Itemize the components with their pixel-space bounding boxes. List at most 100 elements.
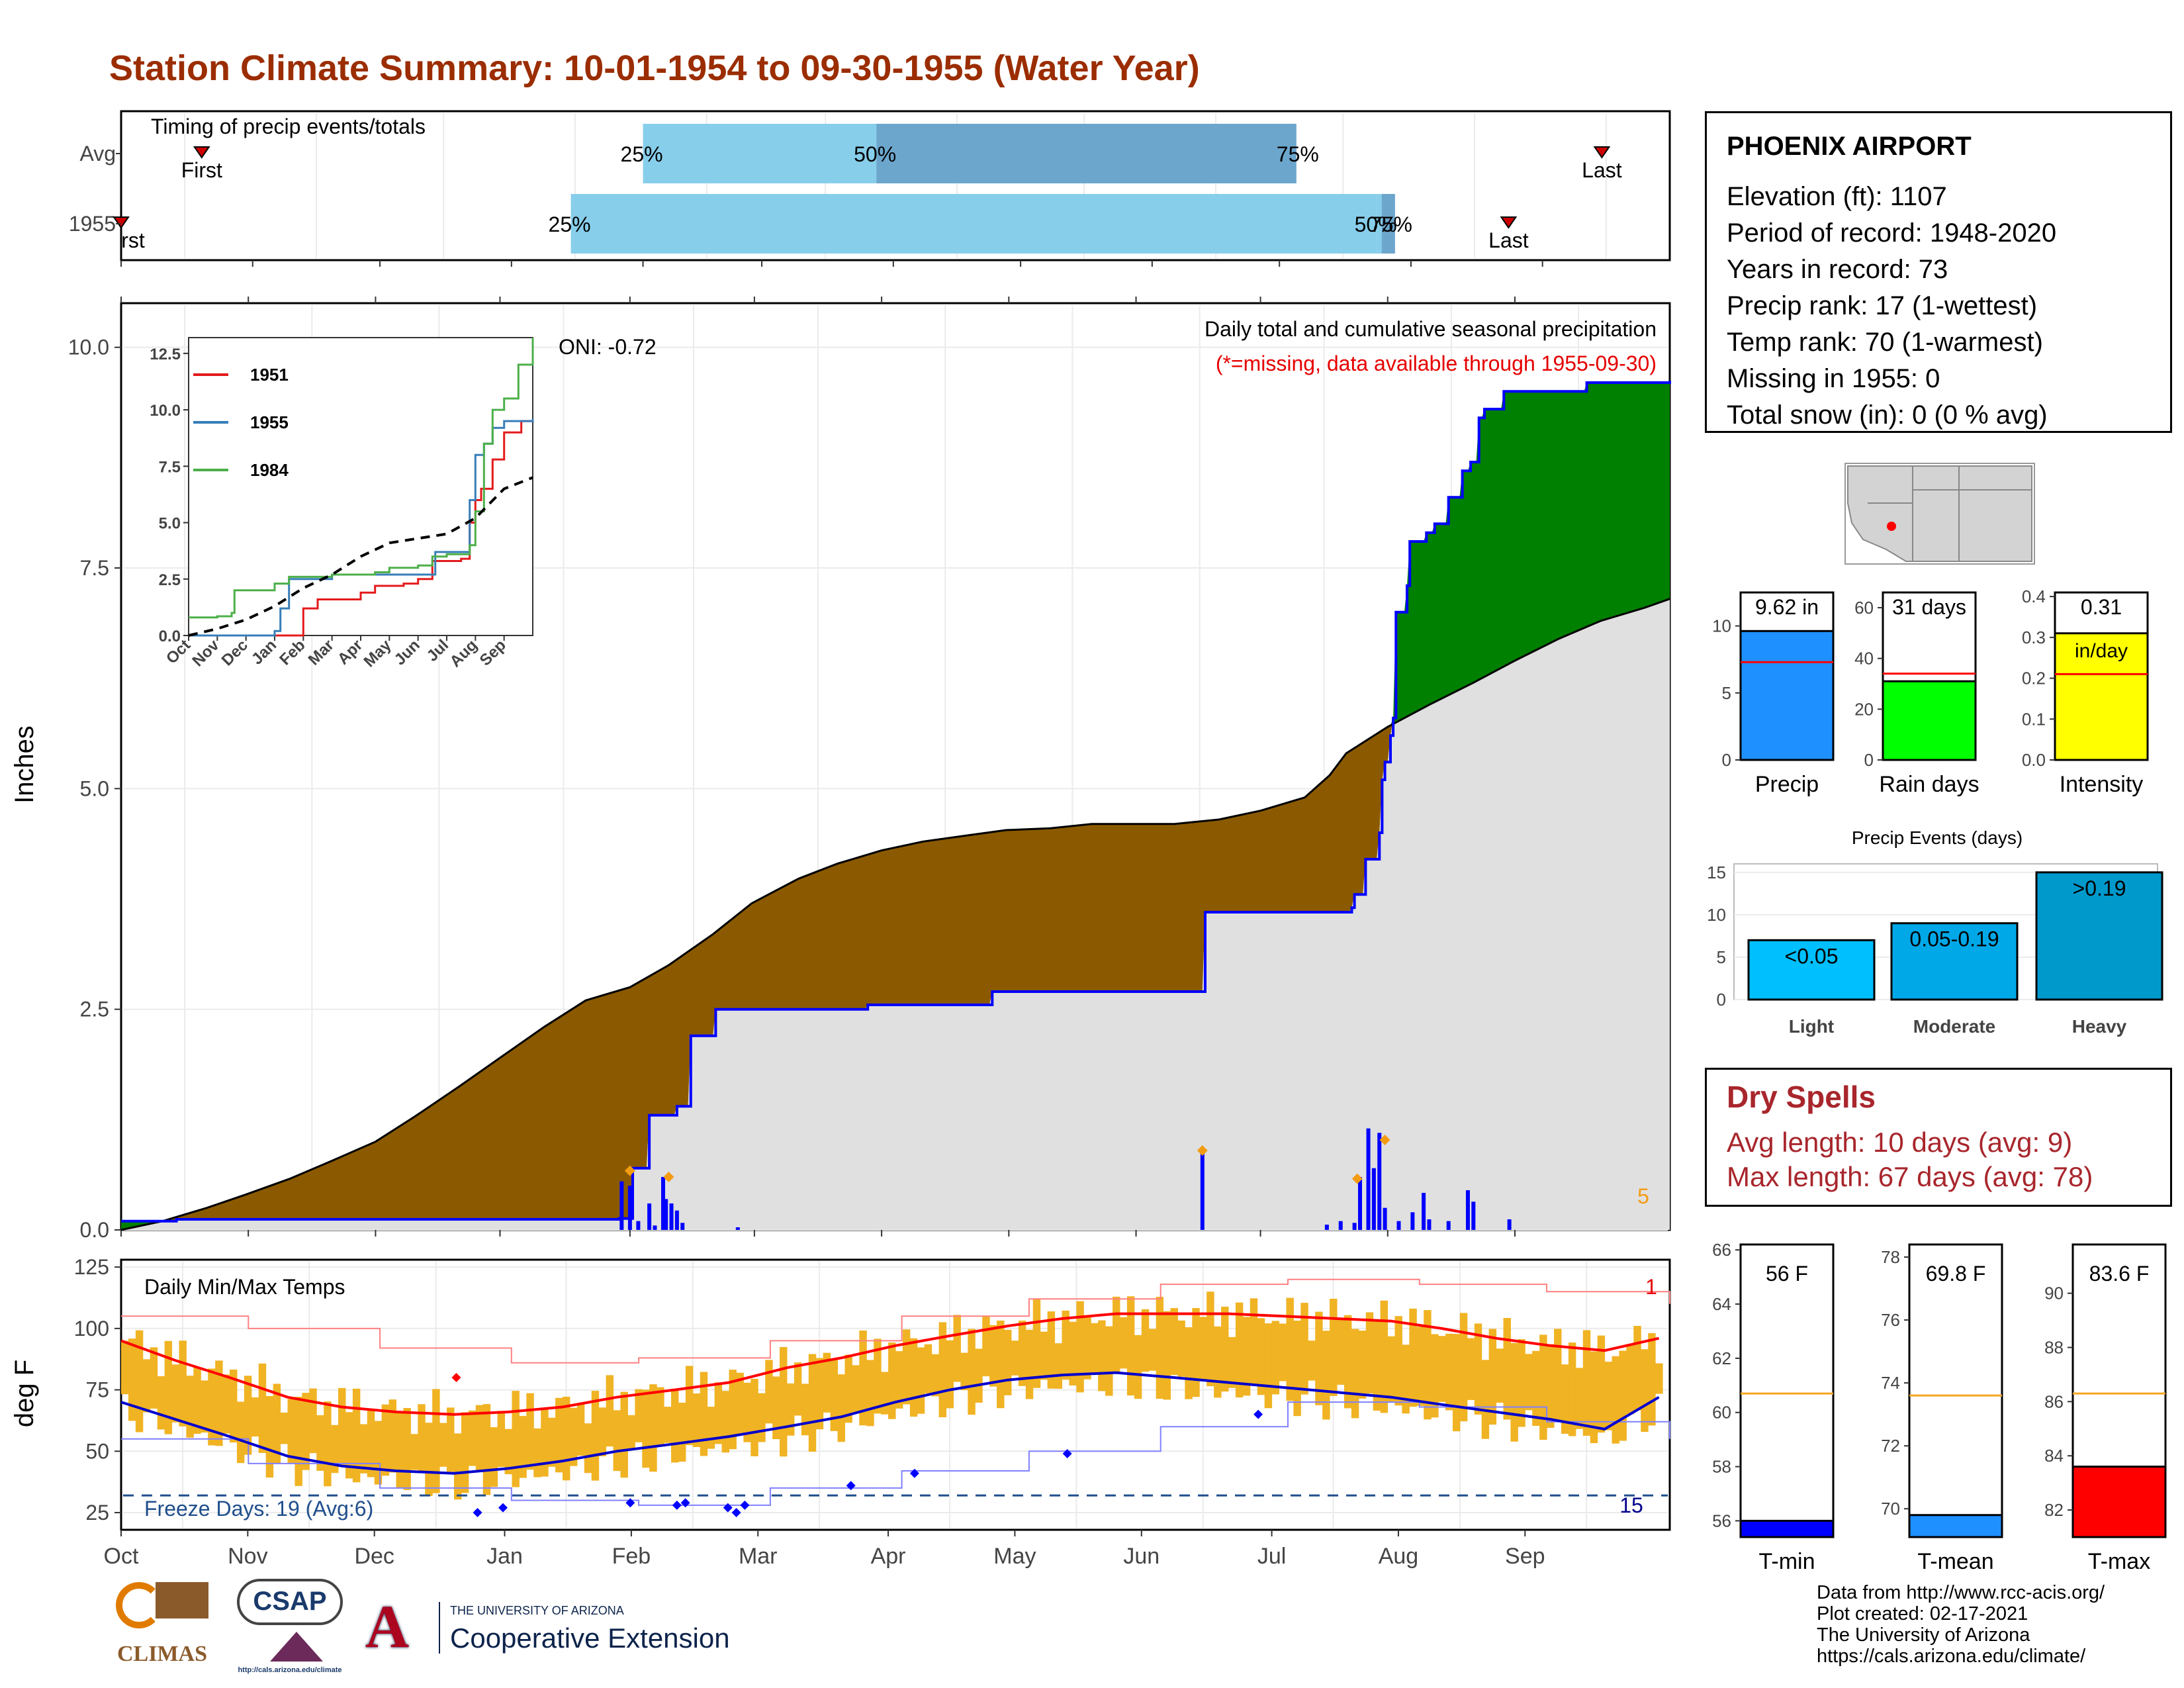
temp-range-bar bbox=[1264, 1323, 1273, 1409]
csap-mountain-icon bbox=[270, 1632, 323, 1662]
temp-range-bar bbox=[1126, 1296, 1135, 1396]
tsummary-ytick-label: 76 bbox=[1881, 1310, 1900, 1330]
temp-range-bar bbox=[555, 1397, 563, 1473]
summary-bar bbox=[1882, 680, 1977, 761]
inset-ytick-label: 12.5 bbox=[150, 346, 181, 363]
temp-ytick-label: 25 bbox=[85, 1501, 109, 1524]
temp-range-bar bbox=[533, 1428, 541, 1477]
temp-range-bar bbox=[743, 1382, 751, 1442]
inset-legend-label: 1955 bbox=[250, 412, 289, 432]
temp-range-bar bbox=[519, 1416, 527, 1478]
events-bar bbox=[1747, 939, 1876, 1001]
temp-range-bar bbox=[1539, 1335, 1547, 1440]
temp-range-bar bbox=[786, 1383, 795, 1436]
temp-range-bar bbox=[866, 1360, 874, 1427]
dry-max-length: Max length: 67 days (avg: 78) bbox=[1727, 1161, 2093, 1192]
temp-range-bar bbox=[1488, 1329, 1497, 1425]
temp-range-bar bbox=[1373, 1321, 1381, 1411]
temp-range-bar bbox=[1467, 1338, 1475, 1400]
timing-last-label: Last bbox=[1582, 158, 1622, 182]
temp-range-bar bbox=[1032, 1299, 1041, 1388]
temp-range-bar bbox=[1308, 1340, 1316, 1381]
events-bar-label: 0.05-0.19 bbox=[1909, 927, 1999, 951]
temp-range-bar bbox=[1279, 1323, 1287, 1382]
temp-range-bar bbox=[1561, 1364, 1569, 1434]
inset-ytick-label: 7.5 bbox=[159, 458, 181, 476]
climas-logo: CLIMAS bbox=[109, 1582, 215, 1675]
timing-q75-label: 75% bbox=[1277, 142, 1319, 166]
temp-range-bar bbox=[179, 1340, 187, 1427]
events-bar bbox=[1890, 922, 2019, 1001]
daily-precip-bar bbox=[1358, 1177, 1362, 1230]
temp-range-bar bbox=[316, 1415, 324, 1471]
temp-range-bar bbox=[917, 1347, 925, 1414]
station-missing: Missing in 1955: 0 bbox=[1727, 364, 1940, 393]
tsummary-ytick-label: 66 bbox=[1712, 1240, 1731, 1260]
temp-ytick-label: 100 bbox=[74, 1317, 109, 1340]
temp-range-bar bbox=[642, 1389, 650, 1468]
cumulative-precip-line bbox=[121, 381, 1671, 1223]
temp-range-bar bbox=[1641, 1349, 1649, 1432]
temp-range-bar bbox=[1286, 1297, 1294, 1401]
daily-precip-bar bbox=[1507, 1219, 1512, 1230]
summary-ytick-label: 0 bbox=[1722, 750, 1731, 770]
summary-ytick-label: 10 bbox=[1712, 616, 1731, 636]
temp-range-bar bbox=[895, 1351, 903, 1409]
temp-range-bar bbox=[1547, 1344, 1555, 1428]
daily-precip-bar bbox=[664, 1199, 668, 1230]
temp-range-bar bbox=[1633, 1325, 1641, 1411]
flagged-day-marker bbox=[1351, 1173, 1363, 1184]
summary-ytick-label: 0 bbox=[1864, 750, 1874, 770]
temp-range-bar bbox=[613, 1410, 621, 1472]
temp-range-bar bbox=[1250, 1298, 1258, 1386]
temp-range-bar bbox=[1113, 1296, 1120, 1373]
temp-range-bar bbox=[1083, 1315, 1091, 1380]
summary-ytick-label: 0.2 bbox=[2022, 669, 2046, 688]
temp-range-bar bbox=[447, 1407, 455, 1472]
station-years: Years in record: 73 bbox=[1727, 255, 1948, 284]
temp-range-bar bbox=[1358, 1331, 1367, 1399]
daily-precip-bar bbox=[1465, 1190, 1470, 1230]
precip-title: Daily total and cumulative seasonal prec… bbox=[1205, 317, 1657, 341]
flagged-day-marker bbox=[1379, 1135, 1390, 1145]
freeze-day-marker bbox=[723, 1503, 733, 1513]
temp-range-bar bbox=[338, 1387, 346, 1466]
temp-range-bar bbox=[1459, 1313, 1468, 1422]
temp-range-bar bbox=[418, 1404, 426, 1472]
temp-range-bar bbox=[837, 1374, 845, 1442]
timing-q25-label: 25% bbox=[549, 212, 591, 236]
temp-range-bar bbox=[736, 1372, 744, 1436]
timing-first-marker bbox=[113, 216, 130, 229]
dry-spells-title: Dry Spells bbox=[1727, 1080, 1876, 1114]
temp-range-bar bbox=[1416, 1327, 1424, 1406]
tsummary-name-label: T-min bbox=[1759, 1549, 1815, 1574]
summary-name-label: Intensity bbox=[2060, 772, 2144, 797]
precip-subtitle: (*=missing, data available through 1955-… bbox=[1216, 352, 1657, 375]
precip-ytick-label: 7.5 bbox=[80, 556, 109, 580]
temp-range-bar bbox=[1105, 1326, 1113, 1396]
temp-range-bar bbox=[1192, 1308, 1200, 1397]
station-info-box: PHOENIX AIRPORT Elevation (ft): 1107 Per… bbox=[1705, 111, 2172, 433]
temp-range-bar bbox=[627, 1415, 635, 1450]
temp-range-bar bbox=[215, 1360, 223, 1446]
temp-range-bar bbox=[1424, 1310, 1432, 1420]
temp-range-bar bbox=[1626, 1345, 1634, 1415]
temp-range-bar bbox=[388, 1399, 397, 1473]
climatology-line bbox=[120, 598, 1670, 1231]
temp-range-bar bbox=[1394, 1316, 1402, 1406]
temp-xtick-label: Dec bbox=[354, 1544, 394, 1569]
station-snow: Total snow (in): 0 (0 % avg) bbox=[1727, 400, 2048, 430]
timing-bar-tail bbox=[1381, 194, 1395, 254]
freeze-day-marker bbox=[740, 1500, 750, 1510]
temp-range-bar bbox=[982, 1317, 990, 1377]
tsummary-name-label: T-max bbox=[2088, 1549, 2150, 1574]
temp-range-bar bbox=[591, 1391, 600, 1481]
temp-range-bar bbox=[1351, 1329, 1359, 1419]
timing-title: Timing of precip events/totals bbox=[151, 115, 426, 138]
tsummary-ytick-label: 72 bbox=[1881, 1436, 1900, 1456]
temp-range-bar bbox=[909, 1338, 918, 1417]
temp-range-bar bbox=[1300, 1303, 1308, 1395]
events-title: Precip Events (days) bbox=[1852, 827, 2023, 848]
temp-range-bar bbox=[888, 1342, 896, 1419]
tsummary-bar bbox=[1739, 1519, 1835, 1538]
